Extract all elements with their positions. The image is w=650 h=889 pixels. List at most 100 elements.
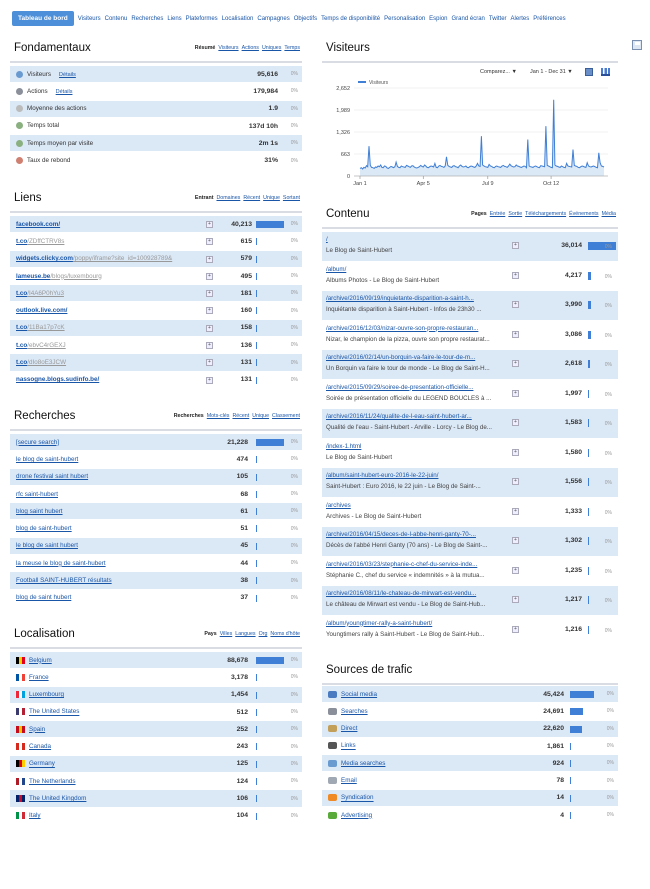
source-row[interactable]: Direct 22,620 0% (322, 720, 618, 738)
tab[interactable]: Noms d'hôte (270, 631, 300, 637)
referrer-domain[interactable]: widgets.clicky.com (16, 255, 73, 263)
page-row[interactable]: /archive/2016/08/11/le-chateau-de-mirwar… (322, 586, 618, 616)
country-row[interactable]: The United Kingdom 106 0% (10, 790, 302, 808)
nav-link[interactable]: Alertes (510, 15, 530, 22)
country-name[interactable]: The Netherlands (29, 777, 76, 785)
source-row[interactable]: Links 1,861 0% (322, 738, 618, 756)
tab[interactable]: Entrée (489, 211, 506, 217)
link-row[interactable]: t.co/dIo8oE3JCW +131 0% (10, 354, 302, 372)
tab[interactable]: Domaines (216, 195, 241, 201)
tab[interactable]: Pages (471, 211, 487, 217)
page-path[interactable]: /album/youngtimer-rally-a-saint-hubert/ (326, 619, 433, 627)
page-row[interactable]: /archives Archives - Le Blog de Saint-Hub… (322, 498, 618, 527)
country-row[interactable]: Germany 125 0% (10, 755, 302, 774)
nav-link[interactable]: Temps de disponibilité (321, 15, 381, 22)
referrer-domain[interactable]: t.co (16, 324, 28, 332)
referrer-path[interactable]: /ebvC4rGEXJ (27, 341, 66, 349)
tab[interactable]: Sortie (508, 211, 523, 217)
tab[interactable]: Média (601, 211, 616, 217)
nav-link[interactable]: Contenu (104, 15, 128, 22)
tab[interactable]: Récent (243, 195, 261, 201)
search-term[interactable]: le blog de saint-hubert (16, 455, 79, 463)
search-row[interactable]: le blog de saint hubert 45 0% (10, 537, 302, 556)
referrer-domain[interactable]: t.co (16, 237, 28, 245)
date-range-dropdown[interactable]: Jan 1 - Dec 31 ▼ (530, 69, 573, 75)
tab[interactable]: Actions (241, 45, 259, 51)
page-path[interactable]: /archive/2016/03/23/stephanie-c-chef-du-… (326, 560, 478, 568)
referrer-domain[interactable]: t.co (16, 359, 28, 367)
page-path[interactable]: / (326, 236, 328, 243)
tab[interactable]: Uniques (261, 45, 282, 51)
link-row[interactable]: lameuse.be/blogs/luxembourg +495 0% (10, 268, 302, 286)
country-row[interactable]: France 3,178 0% (10, 669, 302, 687)
nav-link[interactable]: Twitter (488, 15, 507, 22)
source-name[interactable]: Links (341, 742, 356, 750)
expand-icon[interactable]: + (512, 330, 519, 338)
search-term[interactable]: blog de saint hubert (16, 594, 72, 602)
expand-icon[interactable]: + (206, 290, 213, 298)
search-row[interactable]: [secure search] 21,228 0% (10, 434, 302, 452)
nav-link[interactable]: Localisation (221, 15, 254, 22)
chart-type-icon[interactable] (601, 68, 610, 76)
page-row[interactable]: /album/saint-hubert-euro-2016-le-22-juin… (322, 468, 618, 498)
page-row[interactable]: /archive/2016/12/03/nizar-ouvre-son-prop… (322, 321, 618, 350)
expand-icon[interactable]: + (512, 419, 519, 426)
source-name[interactable]: Direct (341, 725, 358, 733)
expand-icon[interactable]: + (512, 448, 519, 456)
expand-icon[interactable]: + (512, 596, 519, 603)
search-term[interactable]: drone festival saint hubert (16, 473, 89, 481)
source-row[interactable]: Media searches 924 0% (322, 755, 618, 773)
page-path[interactable]: /archive/2015/09/29/soiree-de-presentati… (326, 383, 474, 391)
details-link[interactable]: Détails (59, 71, 76, 78)
tab[interactable]: Visiteurs (218, 45, 239, 51)
tab[interactable]: Entrant (194, 195, 214, 201)
country-name[interactable]: The United States (29, 708, 80, 716)
tab[interactable]: Récent (232, 413, 250, 419)
search-row[interactable]: la meuse le blog de saint-hubert 44 0% (10, 555, 302, 573)
nav-link[interactable]: Grand écran (451, 15, 485, 22)
country-row[interactable]: The United States 512 0% (10, 704, 302, 722)
tab[interactable]: Téléchargements (525, 211, 567, 217)
expand-icon[interactable]: + (512, 478, 519, 485)
source-name[interactable]: Syndication (341, 794, 374, 802)
nav-link[interactable]: Personalisation (384, 15, 426, 22)
nav-link[interactable]: Liens (167, 15, 182, 22)
search-term[interactable]: blog de saint-hubert (16, 525, 72, 533)
expand-icon[interactable]: + (206, 238, 213, 246)
country-row[interactable]: Spain 252 0% (10, 721, 302, 739)
tab[interactable]: Org (258, 631, 268, 637)
page-path[interactable]: /archive/2016/04/15/deces-de-l-abbe-henr… (326, 531, 476, 538)
country-name[interactable]: Spain (29, 725, 46, 733)
page-row[interactable]: /index-1.html Le Blog de Saint-Hubert +1,5… (322, 439, 618, 468)
expand-icon[interactable]: + (512, 625, 519, 633)
expand-icon[interactable]: + (206, 376, 213, 384)
link-row[interactable]: outlook.live.com/ +160 0% (10, 302, 302, 320)
page-path[interactable]: /archive/2016/11/24/qualite-de-l-eau-sai… (326, 413, 472, 420)
expand-icon[interactable]: + (206, 307, 213, 315)
referrer-path[interactable]: /poppy/iframe?site_id=100928789& (72, 255, 173, 263)
link-row[interactable]: t.co/ebvC4rGEXJ +136 0% (10, 337, 302, 355)
tab[interactable]: Unique (252, 413, 270, 419)
search-row[interactable]: blog saint hubert 61 0% (10, 503, 302, 521)
search-term[interactable]: Football SAINT-HUBERT résultats (16, 577, 112, 585)
source-name[interactable]: Social media (341, 690, 378, 698)
country-name[interactable]: Canada (29, 743, 52, 751)
referrer-domain[interactable]: facebook.com/ (16, 220, 61, 228)
search-row[interactable]: drone festival saint hubert 105 0% (10, 468, 302, 486)
expand-icon[interactable]: + (512, 507, 519, 515)
source-name[interactable]: Media searches (341, 759, 386, 767)
nav-link[interactable]: Visiteurs (77, 15, 101, 22)
source-row[interactable]: Email 78 0% (322, 772, 618, 790)
expand-icon[interactable]: + (512, 389, 519, 397)
source-name[interactable]: Advertising (341, 811, 373, 819)
tab[interactable]: Événements (569, 211, 599, 217)
expand-icon[interactable]: + (512, 537, 519, 544)
nav-link[interactable]: Campagnes (257, 15, 290, 22)
search-row[interactable]: blog de saint hubert 37 0% (10, 590, 302, 607)
page-path[interactable]: /album/saint-hubert-euro-2016-le-22-juin… (326, 472, 439, 479)
search-row[interactable]: Football SAINT-HUBERT résultats 38 0% (10, 572, 302, 590)
link-row[interactable]: facebook.com/ +40,213 0% (10, 216, 302, 234)
details-link[interactable]: Détails (55, 89, 73, 96)
page-row[interactable]: /archive/2016/09/19/inquietante-disparit… (322, 291, 618, 321)
country-name[interactable]: France (29, 674, 49, 682)
